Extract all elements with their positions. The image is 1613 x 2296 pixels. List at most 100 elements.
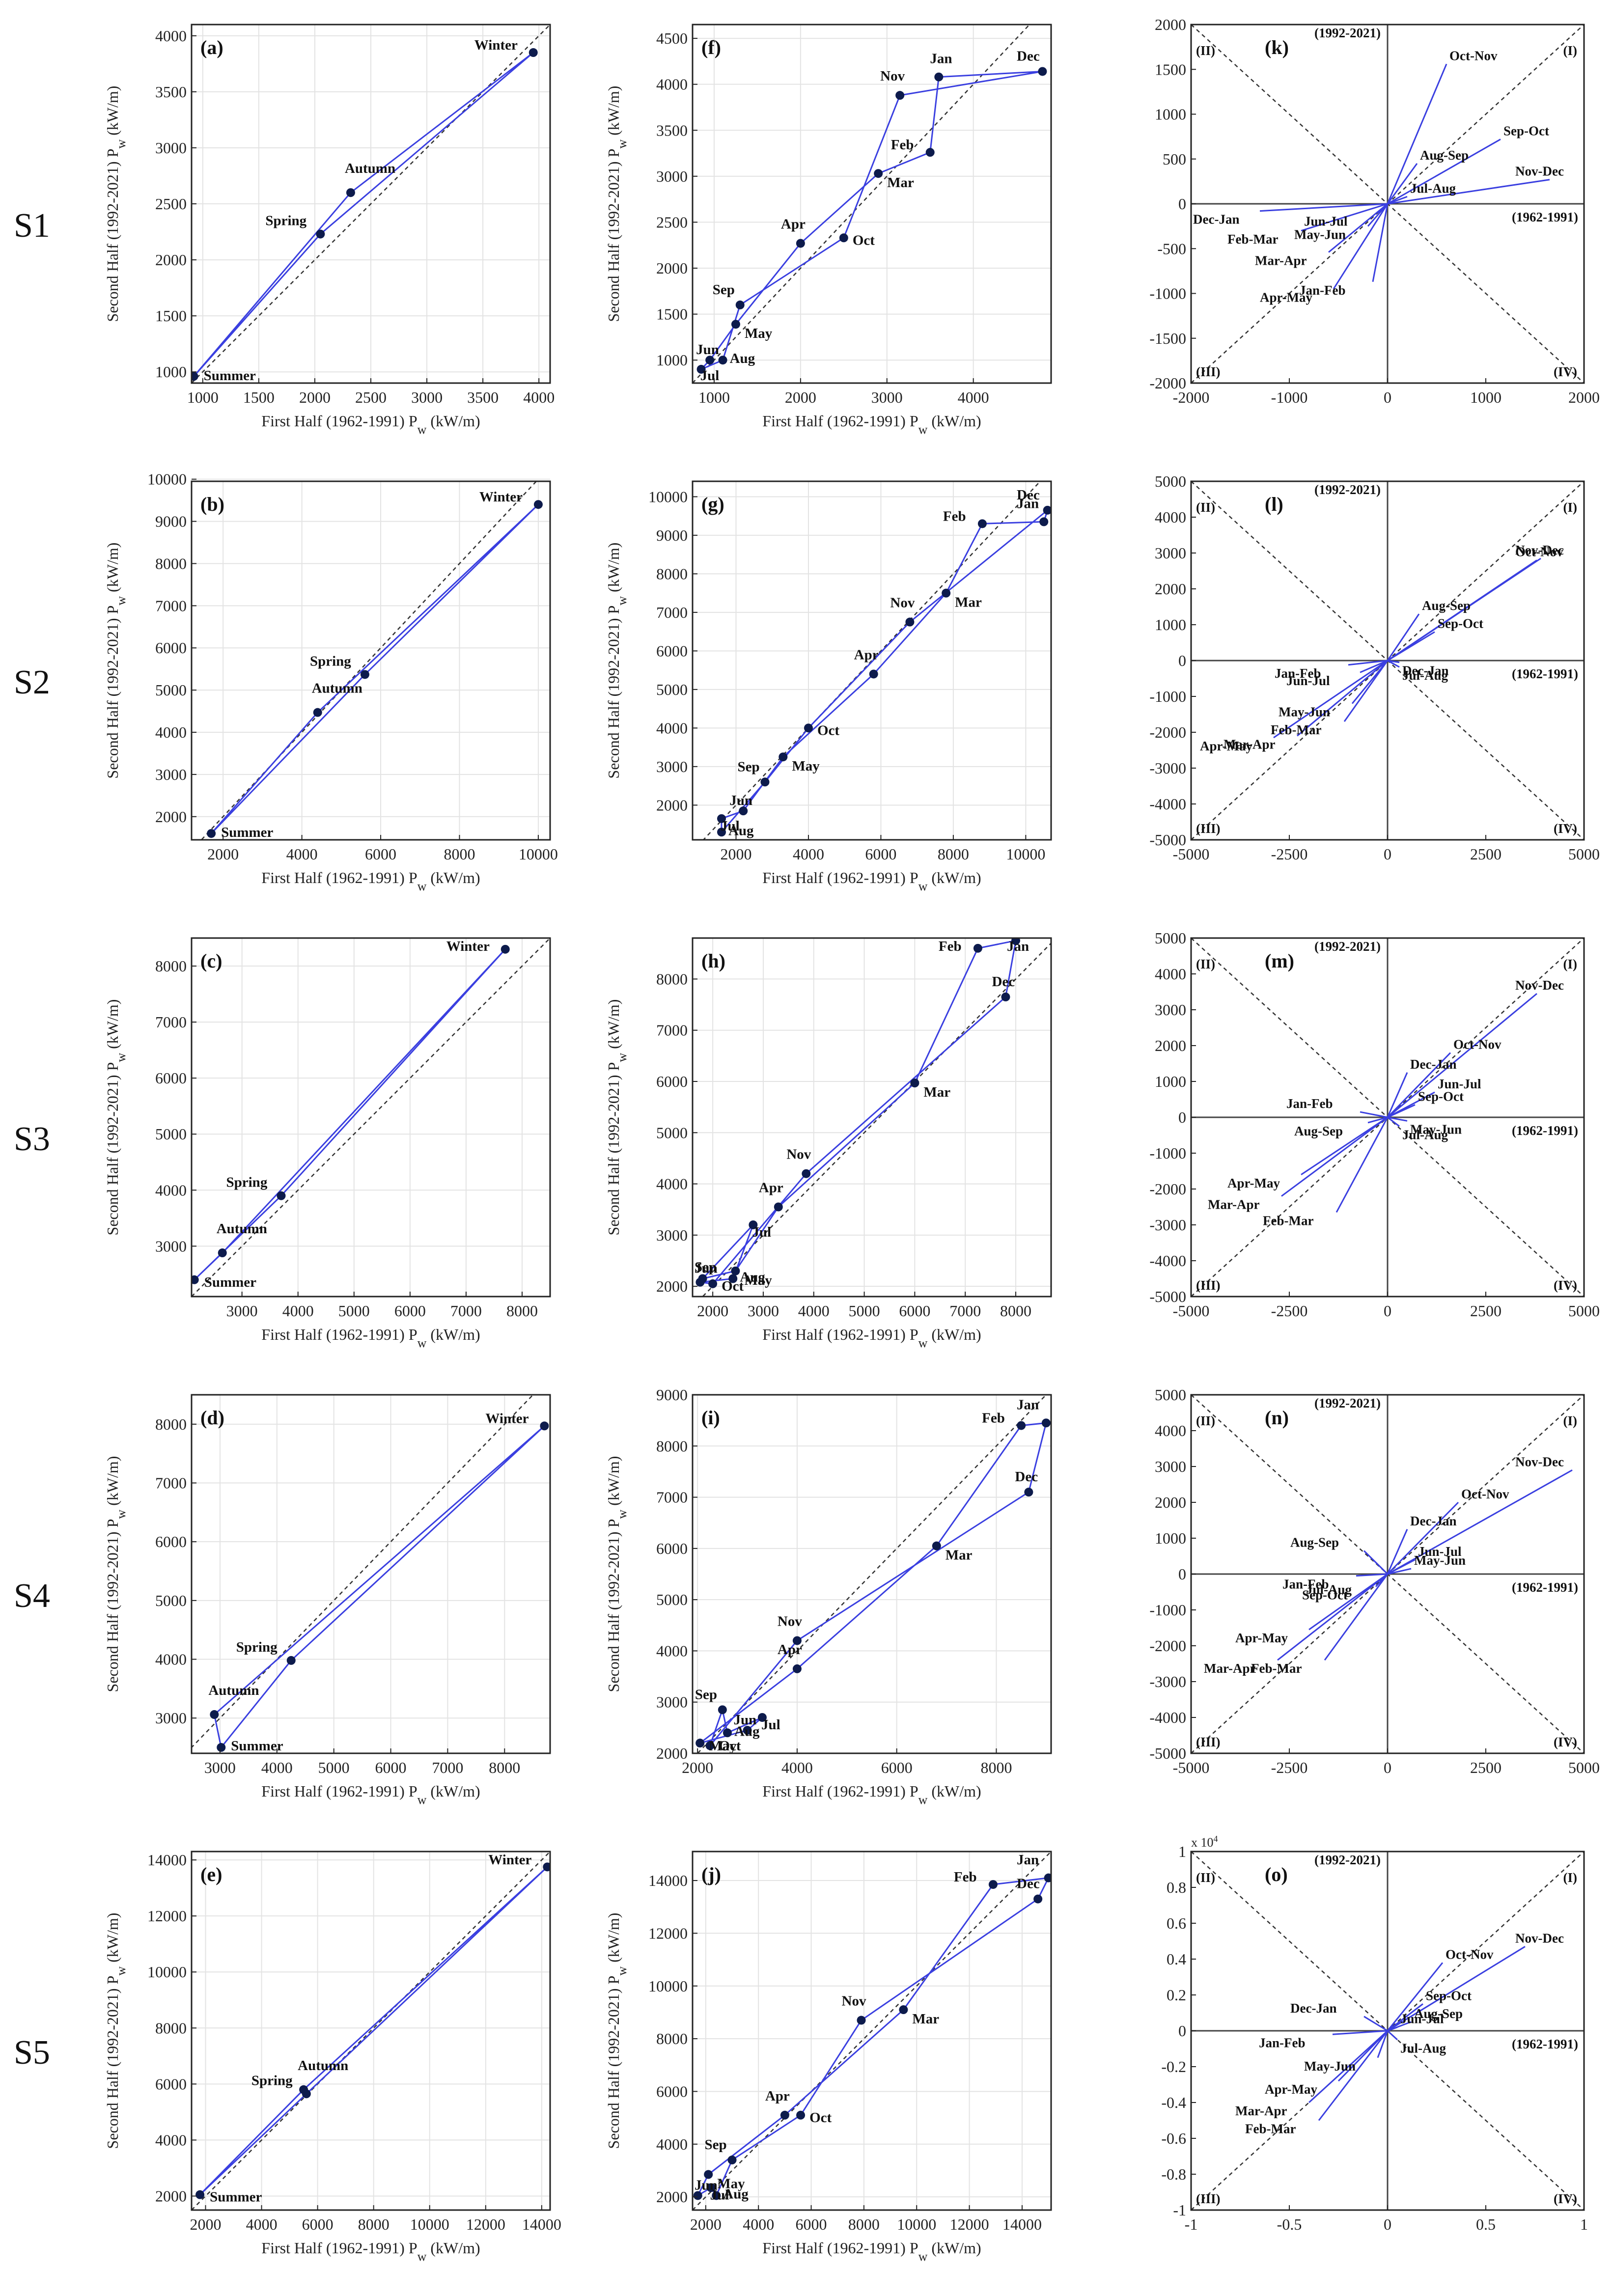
one-to-one-line [696, 1395, 1047, 1753]
tick-label-y: 0.6 [1167, 1914, 1186, 1932]
tick-label-x: 2000 [697, 1302, 728, 1320]
label-apr-may: Apr-May [1227, 1176, 1280, 1190]
tick-label-y: -5000 [1149, 1288, 1186, 1305]
tick-label-y: 3000 [155, 1709, 187, 1727]
label-nov: Nov [890, 595, 915, 611]
vector-apr-may [1308, 1573, 1388, 1631]
vector-feb-mar [1343, 660, 1389, 722]
series-line [721, 508, 1049, 834]
point-winter [543, 1862, 550, 1872]
label-dec: Dec [1017, 1876, 1040, 1892]
one-to-one-line [693, 25, 1030, 383]
tick-label-y: 1500 [656, 305, 688, 323]
tick-label-y: 8000 [155, 957, 187, 975]
plot-area [693, 1852, 1051, 2210]
tick-label-y: 5000 [1155, 929, 1186, 947]
tick-label-x: -2500 [1271, 845, 1308, 863]
panel-title: (n) [1265, 1407, 1289, 1429]
panel-a: Winter Spring Summer Autumn (a) 1000 1500 2000 2… [104, 24, 555, 437]
plot-frame [692, 480, 1052, 841]
tick-label-y: -2000 [1149, 374, 1186, 392]
tick-label-x: 2000 [207, 845, 239, 863]
point-mar [942, 588, 951, 598]
label-apr: Apr [765, 2088, 790, 2104]
label-mar-apr: Mar-Apr [1204, 1661, 1255, 1676]
point-dec [1043, 505, 1051, 515]
label-feb: Feb [939, 939, 962, 954]
label-mar: Mar [912, 2011, 939, 2027]
tick-label-y: 3000 [656, 167, 688, 185]
vector-oct-nov [1387, 1052, 1451, 1118]
tick-label-x: 4000 [286, 845, 318, 863]
label-feb-mar: Feb-Mar [1227, 232, 1278, 247]
label-aug-sep: Aug-Sep [1422, 598, 1471, 613]
tick-label-y: -1000 [1149, 1601, 1186, 1619]
tick-label-y: 2500 [656, 213, 688, 231]
label-summer: Summer [204, 1274, 256, 1290]
tick-label-y: -1000 [1149, 688, 1186, 705]
series-line [193, 52, 534, 377]
label-dec: Dec [992, 974, 1015, 990]
label-jan: Jan [1007, 939, 1029, 954]
point-jun [739, 806, 748, 816]
tick-label-y: 4000 [155, 27, 187, 45]
tick-label-x: 2500 [1470, 845, 1502, 863]
label-apr-may: Apr-May [1235, 1631, 1288, 1645]
tick-label-y: 4000 [1155, 1422, 1186, 1439]
point-feb [988, 1880, 998, 1889]
label-autumn: Autumn [298, 2058, 348, 2074]
point-autumn [218, 1248, 227, 1258]
tick-label-y: 4000 [656, 719, 688, 737]
panel-title: (f) [701, 36, 721, 58]
tick-label-x: 4000 [798, 1302, 830, 1320]
label-may: May [792, 758, 820, 774]
panel-title: (a) [200, 36, 223, 58]
quadrant-iv: (IV) [1554, 2191, 1577, 2206]
label-jul: Jul [721, 818, 740, 834]
point-autumn [299, 2085, 308, 2094]
vector-nov-dec [1387, 993, 1537, 1118]
tick-label-y: 8000 [155, 2019, 187, 2037]
quadrant-i: (I) [1563, 43, 1578, 58]
label-dec: Dec [1017, 487, 1040, 503]
panel-title: (b) [200, 493, 224, 515]
label-jun-jul: Jun-Jul [1286, 673, 1330, 688]
label-sep-oct: Sep-Oct [1438, 616, 1483, 631]
point-sep [735, 300, 745, 309]
tick-label-y: 3500 [155, 83, 187, 101]
vector-aug-sep [1387, 613, 1420, 661]
vector-oct-nov [1387, 1962, 1444, 2031]
plot-frame [692, 1851, 1052, 2211]
label-jun-jul: Jun-Jul [1304, 214, 1348, 228]
tick-label-y: -3000 [1149, 1673, 1186, 1690]
plot-frame [692, 1394, 1052, 1754]
label-spring: Spring [265, 213, 306, 229]
point-may [704, 2170, 713, 2179]
label-mar: Mar [923, 1084, 950, 1100]
tick-label-y: 1000 [1155, 1073, 1186, 1090]
tick-label-x: 2500 [355, 388, 387, 406]
plot-area [1191, 1852, 1584, 2210]
plot-area [192, 1395, 549, 1752]
vector-feb-mar [1335, 1117, 1389, 1213]
label-nov: Nov [778, 1614, 802, 1630]
tick-label-y: 6000 [155, 2075, 187, 2093]
point-summer [217, 1743, 226, 1752]
label-aug: Aug [740, 1270, 765, 1285]
tick-label-y: -0.2 [1161, 2058, 1186, 2075]
point-sep [727, 2156, 737, 2165]
tick-label-x: 0.5 [1476, 2215, 1496, 2233]
tick-label-y: 7000 [656, 1022, 688, 1039]
vector-dec-jan [1363, 2016, 1388, 2032]
tick-label-y: 14000 [147, 1851, 187, 1869]
tick-label-y: 8000 [656, 1437, 688, 1455]
tick-label-y: 6000 [155, 1069, 187, 1087]
tick-label-x: 0 [1384, 1302, 1391, 1320]
vector-jun-jul [1387, 2026, 1398, 2032]
tick-label-x: 4000 [282, 1302, 314, 1320]
tick-label-y: 4000 [656, 1175, 688, 1193]
x-axis-title: First Half (1962-1991) Pw (kW/m) [261, 1782, 480, 1807]
panel-title: (j) [701, 1863, 721, 1885]
tick-label-y: -500 [1157, 240, 1186, 257]
tick-label-y: 0.8 [1167, 1879, 1186, 1896]
